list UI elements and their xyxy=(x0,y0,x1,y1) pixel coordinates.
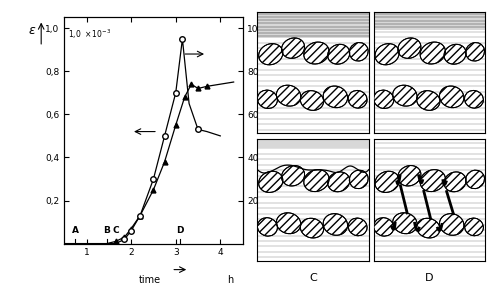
Ellipse shape xyxy=(304,42,329,64)
Ellipse shape xyxy=(276,213,301,234)
Ellipse shape xyxy=(440,86,464,108)
Ellipse shape xyxy=(300,91,324,110)
Ellipse shape xyxy=(464,90,484,108)
Ellipse shape xyxy=(466,43,485,61)
Text: A: A xyxy=(309,146,317,155)
Bar xyxy=(257,139,369,148)
Ellipse shape xyxy=(375,171,399,192)
Ellipse shape xyxy=(323,86,347,108)
Ellipse shape xyxy=(466,170,485,188)
Ellipse shape xyxy=(282,166,304,186)
Ellipse shape xyxy=(328,44,349,64)
Ellipse shape xyxy=(257,218,277,236)
Ellipse shape xyxy=(440,214,464,235)
Text: C: C xyxy=(112,226,119,235)
Bar xyxy=(257,12,369,38)
Text: B: B xyxy=(103,226,110,235)
Ellipse shape xyxy=(276,85,301,106)
Ellipse shape xyxy=(393,213,417,234)
Ellipse shape xyxy=(374,90,394,108)
Ellipse shape xyxy=(259,44,283,65)
Ellipse shape xyxy=(420,170,446,192)
Ellipse shape xyxy=(444,44,466,64)
Ellipse shape xyxy=(444,172,466,192)
Ellipse shape xyxy=(417,218,440,238)
Ellipse shape xyxy=(375,44,399,65)
Ellipse shape xyxy=(323,214,347,235)
Ellipse shape xyxy=(398,166,421,186)
Ellipse shape xyxy=(464,218,484,236)
Text: D: D xyxy=(425,273,434,283)
Text: D: D xyxy=(176,226,184,235)
Ellipse shape xyxy=(348,218,367,236)
Ellipse shape xyxy=(348,90,367,108)
Text: $1{,}0\ \times 10^{-3}$: $1{,}0\ \times 10^{-3}$ xyxy=(68,27,111,41)
Text: 100: 100 xyxy=(273,26,290,35)
Ellipse shape xyxy=(398,38,421,58)
Text: $\varepsilon$: $\varepsilon$ xyxy=(28,24,37,37)
Ellipse shape xyxy=(300,218,324,238)
Text: $p$: $p$ xyxy=(274,24,283,38)
Text: C: C xyxy=(309,273,317,283)
Ellipse shape xyxy=(282,38,304,58)
Text: h: h xyxy=(227,275,233,285)
Ellipse shape xyxy=(259,171,283,192)
Text: B: B xyxy=(426,146,433,155)
Ellipse shape xyxy=(349,170,368,188)
Text: [mbar]: [mbar] xyxy=(273,47,301,56)
Ellipse shape xyxy=(374,218,394,236)
Ellipse shape xyxy=(420,42,446,64)
Ellipse shape xyxy=(257,90,277,108)
Ellipse shape xyxy=(393,85,417,106)
Text: time: time xyxy=(139,275,161,285)
Bar xyxy=(374,12,485,30)
Ellipse shape xyxy=(417,91,440,110)
Ellipse shape xyxy=(328,172,349,192)
Ellipse shape xyxy=(349,43,368,61)
Text: A: A xyxy=(72,226,79,235)
Ellipse shape xyxy=(304,170,329,192)
